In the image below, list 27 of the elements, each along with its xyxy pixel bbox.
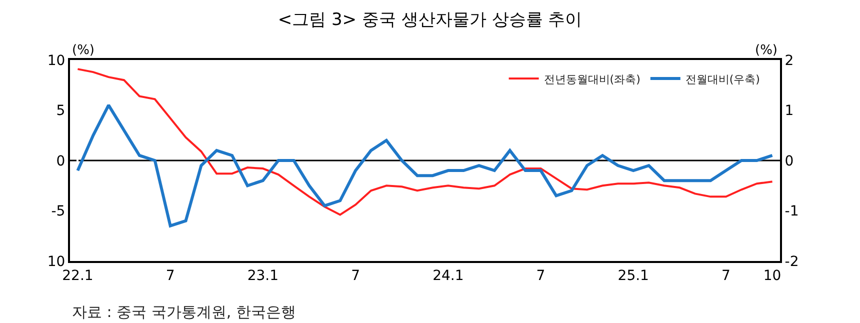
y2-tick-label: 0 [784,153,794,170]
x-tick-label: 25.1 [618,268,649,284]
legend-label: 전월대비(우축) [685,72,760,86]
y2-axis-title: (%) [755,43,778,58]
line-series [76,68,774,216]
y2-tick-label: -1 [784,204,799,220]
legend-label: 전년동월대비(좌축) [544,72,640,86]
y-tick-label: 10 [47,52,66,69]
x-tick-label: 24.1 [432,268,464,284]
text: 자료 : 중국 국가통계원, 한국은행 [72,303,296,321]
y-tick-label: -5 [51,204,66,220]
line-series [76,104,774,228]
y2-tick-label: -2 [784,254,799,270]
y-tick-label: 10 [47,254,66,270]
x-tick-label: 10 [763,268,782,284]
x-tick-label: 7 [536,268,546,284]
y-tick-label: 5 [56,103,66,120]
x-tick-label: 23.1 [247,268,279,284]
x-tick-label: 22.1 [62,268,94,284]
y2-tick-label: 1 [784,103,794,120]
y-axis-title: (%) [72,43,94,58]
x-tick-label: 7 [351,268,360,284]
y-tick-label: 0 [56,153,66,170]
x-tick-label: 7 [166,268,175,284]
y2-tick-label: 2 [784,52,794,69]
chart-title: <그림 3> 중국 생산자물가 상승률 추이 [278,10,582,30]
x-tick-label: 7 [722,268,730,284]
